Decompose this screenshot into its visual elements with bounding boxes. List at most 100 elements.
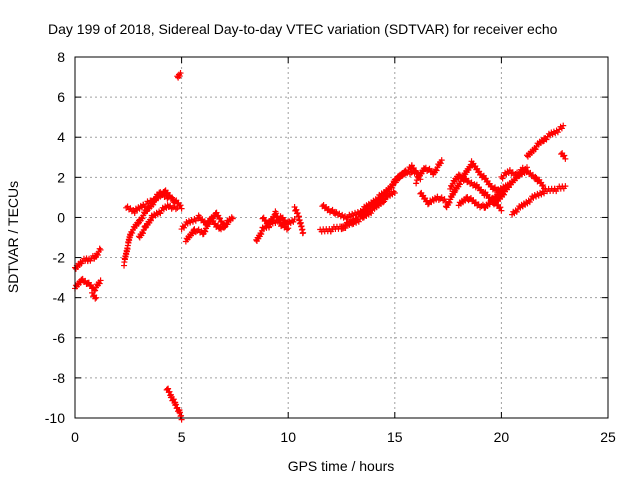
data-point [501, 191, 508, 198]
data-point [96, 280, 103, 287]
data-point [94, 251, 101, 258]
data-layer [72, 70, 569, 423]
data-point [522, 167, 529, 174]
data-point [532, 146, 539, 153]
data-point [157, 210, 164, 217]
data-point [274, 213, 281, 220]
data-point [562, 183, 569, 190]
data-segment [291, 204, 307, 237]
data-point [97, 277, 104, 284]
data-segment [317, 167, 420, 235]
data-point [438, 157, 445, 164]
data-point [275, 216, 282, 223]
data-segment [182, 215, 232, 245]
y-axis-label: SDTVAR / TECUs [5, 181, 21, 293]
data-point [521, 170, 528, 177]
data-segment [89, 289, 100, 302]
data-point [357, 215, 364, 222]
data-point [368, 210, 375, 217]
data-segment [413, 157, 445, 187]
data-point [147, 217, 154, 224]
data-point [294, 209, 301, 216]
y-tick-label: 4 [57, 129, 65, 145]
data-point [166, 388, 173, 395]
x-tick-label: 15 [387, 429, 403, 445]
data-point [380, 199, 387, 206]
data-point [552, 130, 559, 137]
data-point [151, 197, 158, 204]
data-point [97, 246, 104, 253]
data-point [549, 131, 556, 138]
data-point [448, 183, 455, 190]
data-point [535, 192, 542, 199]
data-point [139, 230, 146, 237]
data-point [560, 122, 567, 129]
data-point [174, 204, 181, 211]
data-point [540, 182, 547, 189]
data-point [381, 198, 388, 205]
data-point [526, 199, 533, 206]
grid-layer [75, 57, 608, 418]
data-point [350, 220, 357, 227]
data-segment [523, 122, 567, 160]
data-segment [135, 202, 181, 241]
y-tick-label: -10 [45, 410, 65, 426]
data-point [92, 287, 99, 294]
data-point [523, 164, 530, 171]
data-point [437, 160, 444, 167]
data-segment [498, 164, 530, 182]
y-tick-label: 6 [57, 89, 65, 105]
data-segment [72, 275, 104, 294]
data-point [170, 396, 177, 403]
data-point [538, 191, 545, 198]
data-segment [123, 189, 172, 217]
x-axis-label: GPS time / hours [288, 458, 395, 474]
data-point [498, 207, 505, 214]
data-point [404, 169, 411, 176]
tick-layer: 0 5 10 15 20 25 -10 -8 -6 -4 -2 0 2 4 6 8 [45, 49, 616, 445]
data-point [290, 218, 297, 225]
y-tick-label: 0 [57, 209, 65, 225]
data-point [554, 129, 561, 136]
data-segment [163, 385, 185, 423]
data-segment [259, 208, 292, 233]
data-point [77, 279, 84, 286]
data-point [178, 205, 185, 212]
data-point [530, 194, 537, 201]
data-point [172, 401, 179, 408]
data-point [283, 226, 290, 233]
data-point [165, 385, 172, 392]
data-point [499, 175, 506, 182]
plot-frame [74, 56, 609, 419]
y-tick-label: -6 [53, 330, 66, 346]
data-point [181, 224, 188, 231]
x-tick-label: 0 [71, 429, 79, 445]
data-point [533, 193, 540, 200]
chart-title: Day 199 of 2018, Sidereal Day-to-day VTE… [48, 21, 558, 37]
data-point [93, 294, 100, 301]
data-point [539, 138, 546, 145]
x-tick-label: 10 [280, 429, 296, 445]
data-point [177, 202, 184, 209]
data-segment [558, 150, 569, 162]
data-point [562, 155, 569, 162]
data-point [291, 216, 298, 223]
data-segment [72, 245, 104, 272]
data-segment [417, 189, 449, 208]
data-point [558, 125, 565, 132]
data-point [143, 208, 150, 215]
data-point [330, 210, 337, 217]
data-point [433, 167, 440, 174]
data-point [353, 219, 360, 226]
data-point [92, 295, 99, 302]
data-point [229, 215, 236, 222]
data-segment [509, 183, 569, 218]
data-point [446, 199, 453, 206]
data-point [355, 218, 362, 225]
data-point [270, 214, 277, 221]
data-point [300, 229, 307, 236]
data-point [293, 206, 300, 213]
data-point [513, 208, 520, 215]
data-point [497, 204, 504, 211]
